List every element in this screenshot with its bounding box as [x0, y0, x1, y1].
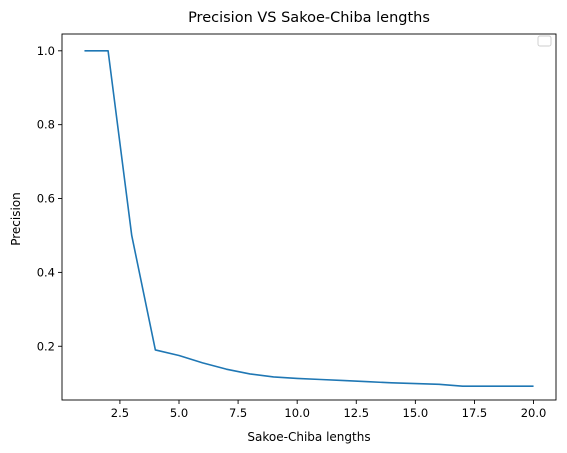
legend-box — [537, 35, 552, 47]
x-tick-label: 12.5 — [343, 406, 369, 420]
y-axis-ticks: 0.2 0.4 0.6 0.8 1.0 — [37, 44, 62, 353]
y-tick-label: 0.6 — [37, 192, 55, 206]
plot-area: 2.5 5.0 7.5 10.0 12.5 15.0 17.5 20.0 0.20.40.60… — [37, 33, 557, 420]
series-lines — [84, 49, 534, 387]
y-tick-label: 0.8 — [37, 118, 55, 132]
x-tick-label: 20.0 — [521, 406, 547, 420]
x-tick-label: 15.0 — [403, 406, 429, 420]
chart-title: Precision VS Sakoe-Chiba lengths — [188, 10, 430, 26]
axes-frame — [61, 33, 557, 401]
y-tick-label: 0.4 — [37, 265, 55, 279]
x-tick-label: 17.5 — [462, 406, 488, 420]
x-tick-label: 2.5 — [111, 406, 129, 420]
y-tick-label: 1.0 — [37, 44, 55, 58]
y-tick-label: 0.2 — [37, 339, 55, 353]
x-axis-label: Sakoe-Chiba lengths — [247, 430, 370, 444]
x-tick-label: 10.0 — [284, 406, 310, 420]
x-tick-label: 7.5 — [229, 406, 247, 420]
y-axis-label: Precision — [9, 192, 23, 246]
x-axis-ticks: 2.5 5.0 7.5 10.0 12.5 15.0 17.5 20.0 — [111, 400, 547, 420]
x-tick-label: 5.0 — [170, 406, 188, 420]
series-line — [84, 49, 534, 387]
